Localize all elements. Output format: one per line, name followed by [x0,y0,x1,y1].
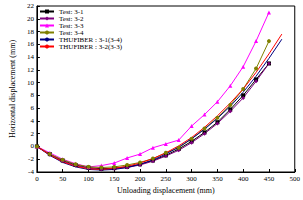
svg-text:-4: -4 [28,168,34,176]
svg-text:10: 10 [27,79,35,87]
svg-text:THUFIBER : 3-2(3-3): THUFIBER : 3-2(3-3) [59,43,123,51]
svg-text:Horizontal displacement (mm): Horizontal displacement (mm) [8,40,17,139]
svg-text:450: 450 [264,175,275,183]
svg-text:350: 350 [212,175,223,183]
svg-text:2: 2 [30,130,34,138]
svg-text:50: 50 [59,175,66,183]
svg-text:22: 22 [27,2,35,10]
svg-text:500: 500 [290,175,301,183]
svg-text:Test: 3-3: Test: 3-3 [59,21,84,30]
svg-text:300: 300 [186,175,197,183]
svg-text:0: 0 [30,142,34,150]
svg-text:200: 200 [135,175,146,183]
svg-text:14: 14 [27,53,35,61]
svg-text:0: 0 [35,175,39,183]
svg-text:6: 6 [30,104,34,112]
svg-text:150: 150 [109,175,120,183]
svg-text:Test: 3-4: Test: 3-4 [59,28,84,37]
svg-text:16: 16 [27,40,35,48]
svg-text:12: 12 [27,66,35,74]
svg-text:Unloading displacement (mm): Unloading displacement (mm) [117,186,215,195]
svg-text:400: 400 [238,175,249,183]
svg-text:20: 20 [27,15,35,23]
svg-text:4: 4 [30,117,34,125]
svg-text:18: 18 [27,28,35,36]
svg-text:Test: 3-2: Test: 3-2 [59,14,84,23]
svg-text:100: 100 [83,175,94,183]
svg-text:-2: -2 [28,155,34,163]
svg-text:THUFIBER : 3-1(3-4): THUFIBER : 3-1(3-4) [59,35,122,44]
svg-text:8: 8 [30,91,34,99]
svg-text:Test: 3-1: Test: 3-1 [59,7,84,16]
svg-text:250: 250 [161,175,172,183]
